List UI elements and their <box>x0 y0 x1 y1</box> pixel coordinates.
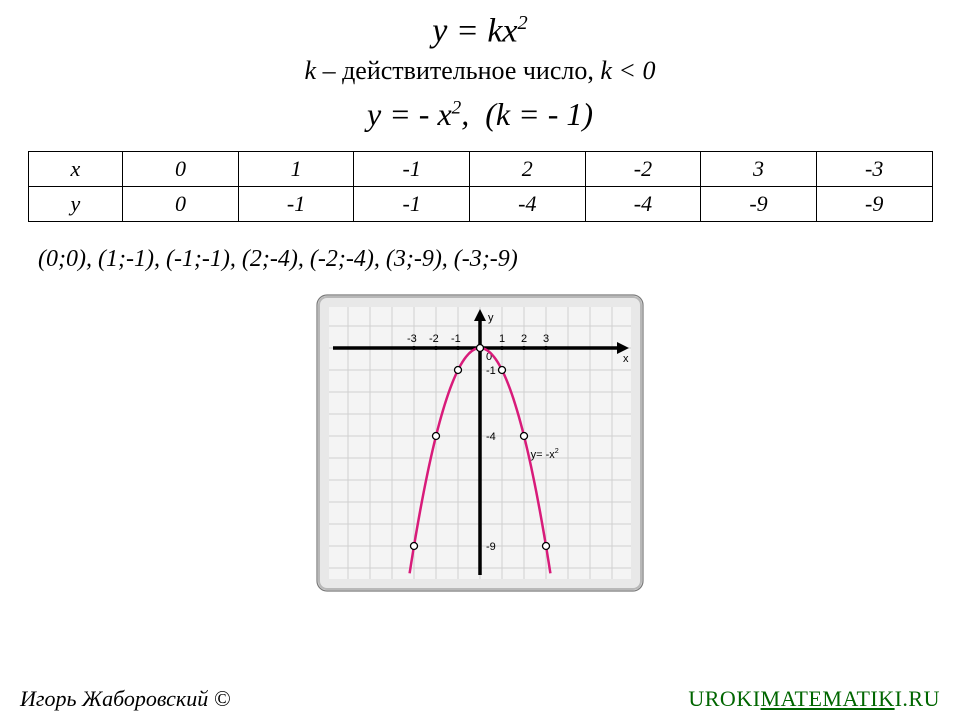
cond-ineq: k < 0 <box>600 56 655 85</box>
y-cell: -4 <box>585 187 701 222</box>
equation-main: y = kx2 <box>20 12 940 50</box>
x-cell: -2 <box>585 152 701 187</box>
svg-text:y: y <box>488 312 494 324</box>
svg-text:-9: -9 <box>486 541 496 553</box>
svg-text:-1: -1 <box>451 333 461 345</box>
svg-text:-1: -1 <box>486 365 496 377</box>
svg-text:3: 3 <box>543 333 549 345</box>
site-part3: I.RU <box>895 686 940 711</box>
x-cell: 3 <box>701 152 817 187</box>
cond-text: – действительное число, <box>316 56 600 85</box>
table-row-x: x 0 1 -1 2 -2 3 -3 <box>28 152 932 187</box>
chart-panel: xy-3-2-11230-1-4-9y= -x2 <box>315 293 645 593</box>
y-cell: -1 <box>354 187 470 222</box>
site-link: UROKIMATEMATIKI.RU <box>688 686 940 712</box>
equation-condition: k – действительное число, k < 0 <box>20 56 940 86</box>
site-part1: UROKI <box>688 686 760 711</box>
y-cell: -9 <box>816 187 932 222</box>
author-label: Игорь Жаборовский © <box>20 686 230 712</box>
table-row-y: y 0 -1 -1 -4 -4 -9 -9 <box>28 187 932 222</box>
row-x-label: x <box>28 152 123 187</box>
equation-case: y = - x2, (k = - 1) <box>20 96 940 133</box>
svg-text:1: 1 <box>499 333 505 345</box>
values-table: x 0 1 -1 2 -2 3 -3 y 0 -1 -1 -4 -4 -9 -9 <box>28 151 933 222</box>
svg-text:2: 2 <box>521 333 527 345</box>
x-cell: -1 <box>354 152 470 187</box>
y-cell: -1 <box>238 187 354 222</box>
svg-text:-2: -2 <box>429 333 439 345</box>
footer: Игорь Жаборовский © UROKIMATEMATIKI.RU <box>20 686 940 712</box>
svg-text:y= -x2: y= -x2 <box>531 446 559 461</box>
y-cell: -4 <box>470 187 586 222</box>
x-cell: 0 <box>123 152 239 187</box>
svg-text:x: x <box>623 353 629 365</box>
x-cell: 2 <box>470 152 586 187</box>
svg-text:-4: -4 <box>486 431 496 443</box>
points-list: (0;0), (1;-1), (-1;-1), (2;-4), (-2;-4),… <box>38 246 940 273</box>
y-cell: -9 <box>701 187 817 222</box>
svg-text:-3: -3 <box>407 333 417 345</box>
k-var: k <box>305 56 317 85</box>
slide: y = kx2 k – действительное число, k < 0 … <box>0 0 960 720</box>
site-part2: MATEMATIK <box>761 686 895 711</box>
x-cell: 1 <box>238 152 354 187</box>
parabola-chart: xy-3-2-11230-1-4-9y= -x2 <box>315 293 645 593</box>
y-cell: 0 <box>123 187 239 222</box>
row-y-label: y <box>28 187 123 222</box>
x-cell: -3 <box>816 152 932 187</box>
